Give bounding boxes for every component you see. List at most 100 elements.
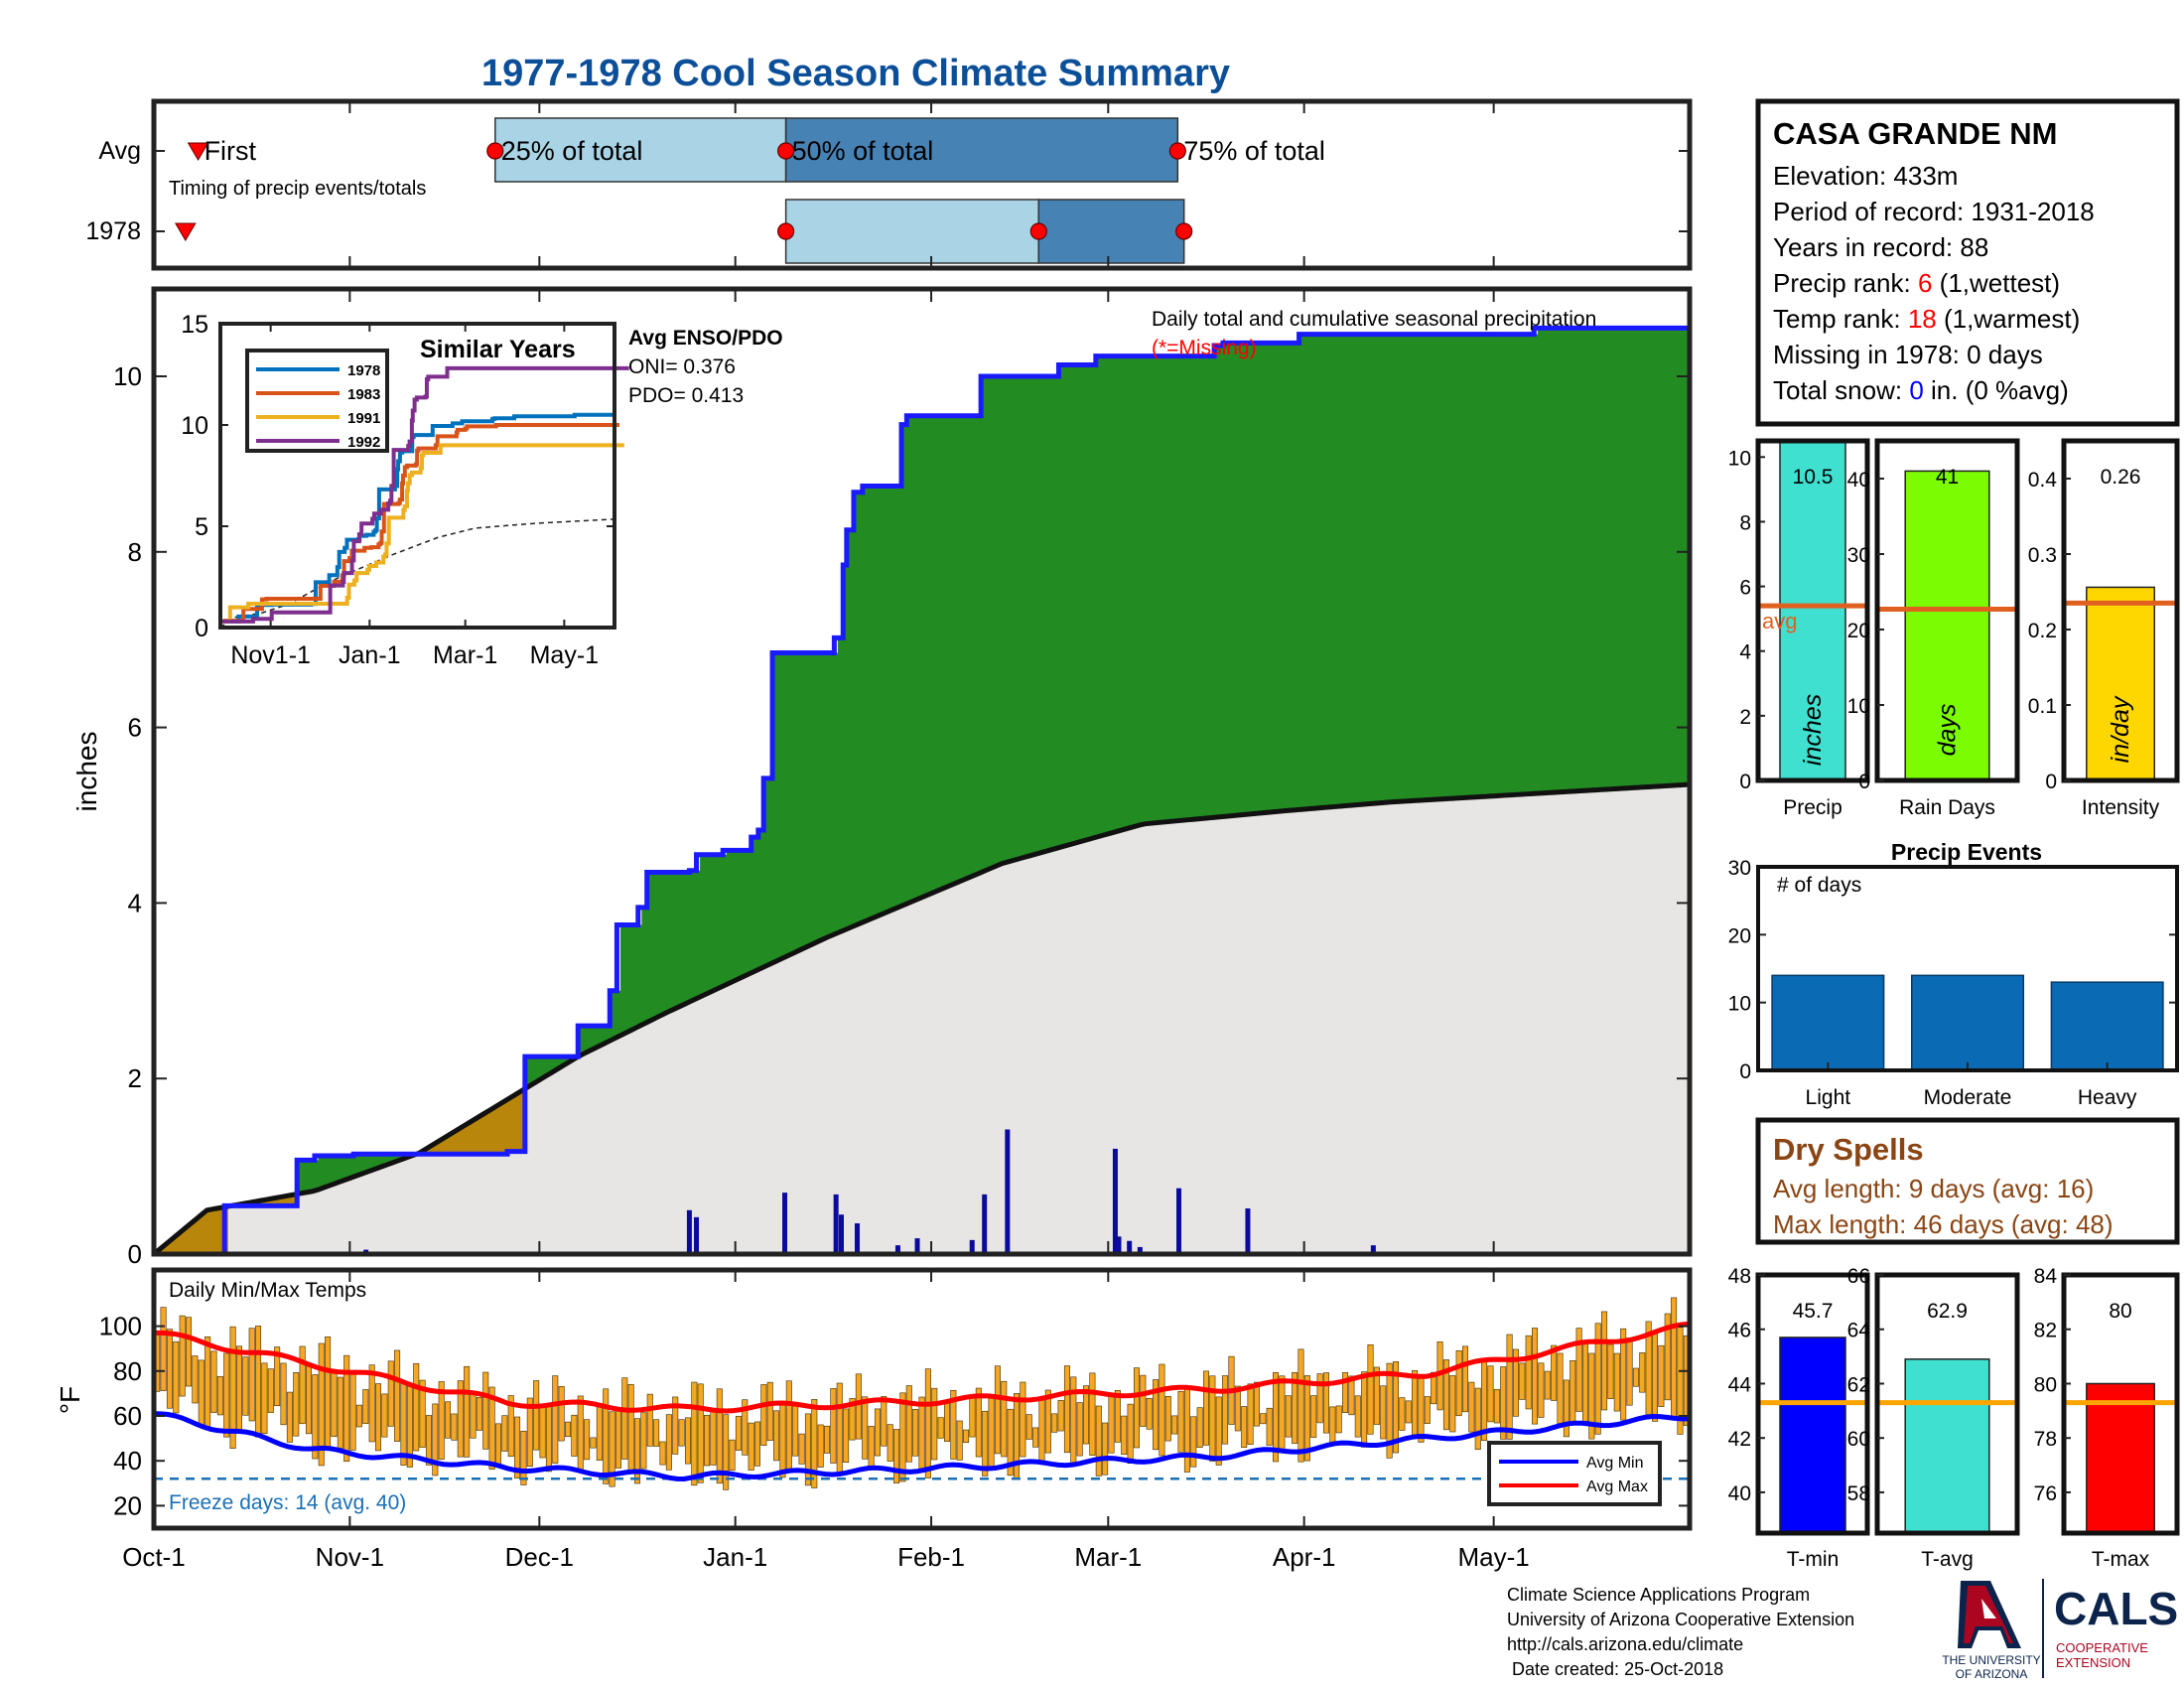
daily-temp-bar (355, 1404, 362, 1428)
temp-summary-ytick-label: 46 (1728, 1320, 1751, 1342)
summary-bar-1 (1904, 470, 1990, 781)
temp-summary-frame-0 (1755, 1272, 1870, 1536)
summary-ytick-label: 0 (1858, 771, 1870, 793)
daily-temp-bar (1209, 1375, 1216, 1462)
daily-temp-bar (1581, 1340, 1588, 1422)
summary-ytick-label: 0.4 (2028, 469, 2058, 492)
daily-temp-bar (1474, 1387, 1481, 1451)
temp-summary-ytick-label: 40 (1728, 1482, 1751, 1505)
daily-precip-bar (1127, 1240, 1133, 1254)
daily-temp-bar (438, 1381, 445, 1461)
inset-xtick-label: May-1 (530, 641, 599, 669)
daily-temp-bar (293, 1372, 300, 1437)
temp-summary-value-label: 62.9 (1927, 1300, 1968, 1323)
daily-temp-bar (229, 1326, 236, 1449)
daily-temp-bar (223, 1352, 230, 1438)
daily-temp-bar (413, 1362, 420, 1452)
total-snow-value: 0 (1909, 375, 1923, 405)
avg-min-line (153, 1411, 1689, 1481)
month-tick-label: Mar-1 (1074, 1542, 1142, 1572)
daily-precip-bar (782, 1193, 788, 1254)
daily-temp-bar (1121, 1415, 1128, 1456)
avg-min-legend-label: Avg Min (1586, 1455, 1644, 1472)
daily-precip-bar (1245, 1208, 1251, 1254)
daily-temp-bar (1652, 1333, 1659, 1422)
daily-temp-bar (1196, 1407, 1203, 1448)
footer-line-4: Date created: 25-Oct-2018 (1507, 1659, 1723, 1679)
daily-temp-bar (672, 1396, 679, 1455)
daily-temp-bar (1253, 1381, 1260, 1427)
daily-precip-bar (894, 1245, 900, 1254)
summary-ytick-label: 0 (2045, 771, 2057, 793)
daily-temp-bar (1575, 1328, 1582, 1412)
avg-first-marker (187, 142, 209, 161)
daily-precip-bar (686, 1209, 692, 1254)
daily-temp-bar (1361, 1371, 1368, 1448)
summary-ytick-label: 20 (1847, 620, 1870, 642)
temp-rank-label: Temp rank: (1773, 304, 1901, 334)
station-info-box: CASA GRANDE NM Elevation: 433m Period of… (1755, 98, 2180, 427)
daily-temp-bar (862, 1396, 869, 1460)
daily-precip-bar (982, 1194, 988, 1254)
avg-max-legend-label: Avg Max (1586, 1478, 1648, 1495)
daily-temp-bar (874, 1408, 881, 1457)
daily-temp-bar (476, 1397, 482, 1431)
daily-temp-bar (179, 1315, 186, 1397)
daily-temp-bar (905, 1385, 912, 1463)
daily-temp-bar (659, 1441, 666, 1466)
temperature-panel: 20 40 60 80 100 Daily Min/Max Temps °F Freez… (55, 1267, 1693, 1531)
avg-max-line (153, 1321, 1689, 1414)
daily-temp-bar (653, 1419, 660, 1447)
daily-temp-bar (1424, 1396, 1431, 1424)
daily-temp-bar (1386, 1362, 1393, 1459)
daily-temp-bar (640, 1412, 647, 1470)
daily-temp-bar (1557, 1352, 1564, 1424)
daily-temp-bar (482, 1371, 489, 1450)
precip-ytick-label: 10 (113, 361, 142, 391)
y1978-first-marker (174, 222, 197, 241)
daily-temp-bar (445, 1401, 452, 1439)
summary-bars: 0 2 4 6 8 10 10.5 inches Precip avg 0 10 20 30 40 41 day… (1728, 438, 2180, 819)
daily-temp-bar (824, 1425, 831, 1454)
cals-line-1: COOPERATIVE (2056, 1640, 2148, 1655)
dry-spells-avg: Avg length: 9 days (avg: 16) (1773, 1174, 2094, 1203)
total-snow: Total snow: 0 in. (0 %avg) (1773, 375, 2069, 405)
daily-temp-bar (1399, 1397, 1406, 1431)
summary-ytick-label: 30 (1847, 544, 1870, 567)
daily-temp-bar (1594, 1323, 1601, 1435)
daily-temp-bar (1468, 1381, 1475, 1433)
daily-temp-bar (590, 1437, 597, 1449)
daily-temp-bar (760, 1384, 767, 1447)
daily-temp-bar (1310, 1395, 1317, 1438)
temp-summary-ytick-label: 48 (1728, 1265, 1751, 1288)
inset-ytick-label: 10 (181, 412, 208, 440)
daily-temp-bar (1285, 1395, 1292, 1438)
summary-bar-0 (1779, 440, 1846, 781)
daily-temp-bar (267, 1368, 274, 1413)
avg-q75-marker (1168, 142, 1186, 160)
daily-precip-bar (839, 1214, 845, 1254)
inset-xtick-label: Jan-1 (339, 641, 401, 669)
daily-temp-bar (931, 1387, 938, 1461)
daily-temp-bar (849, 1398, 856, 1441)
summary-ytick-label: 4 (1739, 641, 1751, 664)
daily-temp-bar (943, 1401, 950, 1442)
y1978-q75-marker (1175, 222, 1193, 240)
daily-temp-bar (1405, 1400, 1412, 1424)
daily-temp-bar (1247, 1383, 1254, 1445)
events-xtick-label: Heavy (2078, 1086, 2137, 1109)
temp-title: Daily Min/Max Temps (169, 1279, 366, 1302)
inset-series-line-1991 (220, 443, 624, 624)
daily-temp-bar (331, 1370, 338, 1438)
daily-temp-bar (1500, 1366, 1507, 1440)
daily-temp-bar (1127, 1403, 1134, 1464)
summary-ytick-label: 10 (1728, 447, 1751, 470)
inset-legend-label: 1992 (347, 434, 380, 451)
temperature-bars: 40 42 44 46 48 45.7 T-min 58 60 62 64 66 62.9 T-avg 76… (1728, 1265, 2180, 1571)
daily-temp-bar (387, 1360, 394, 1427)
logos: THE UNIVERSITY OF ARIZONA CALS COOPERATI… (1942, 1579, 2178, 1681)
daily-temp-bar (710, 1408, 717, 1466)
month-tick-label: Jan-1 (703, 1542, 767, 1572)
station-elevation: Elevation: 433m (1773, 161, 1958, 191)
